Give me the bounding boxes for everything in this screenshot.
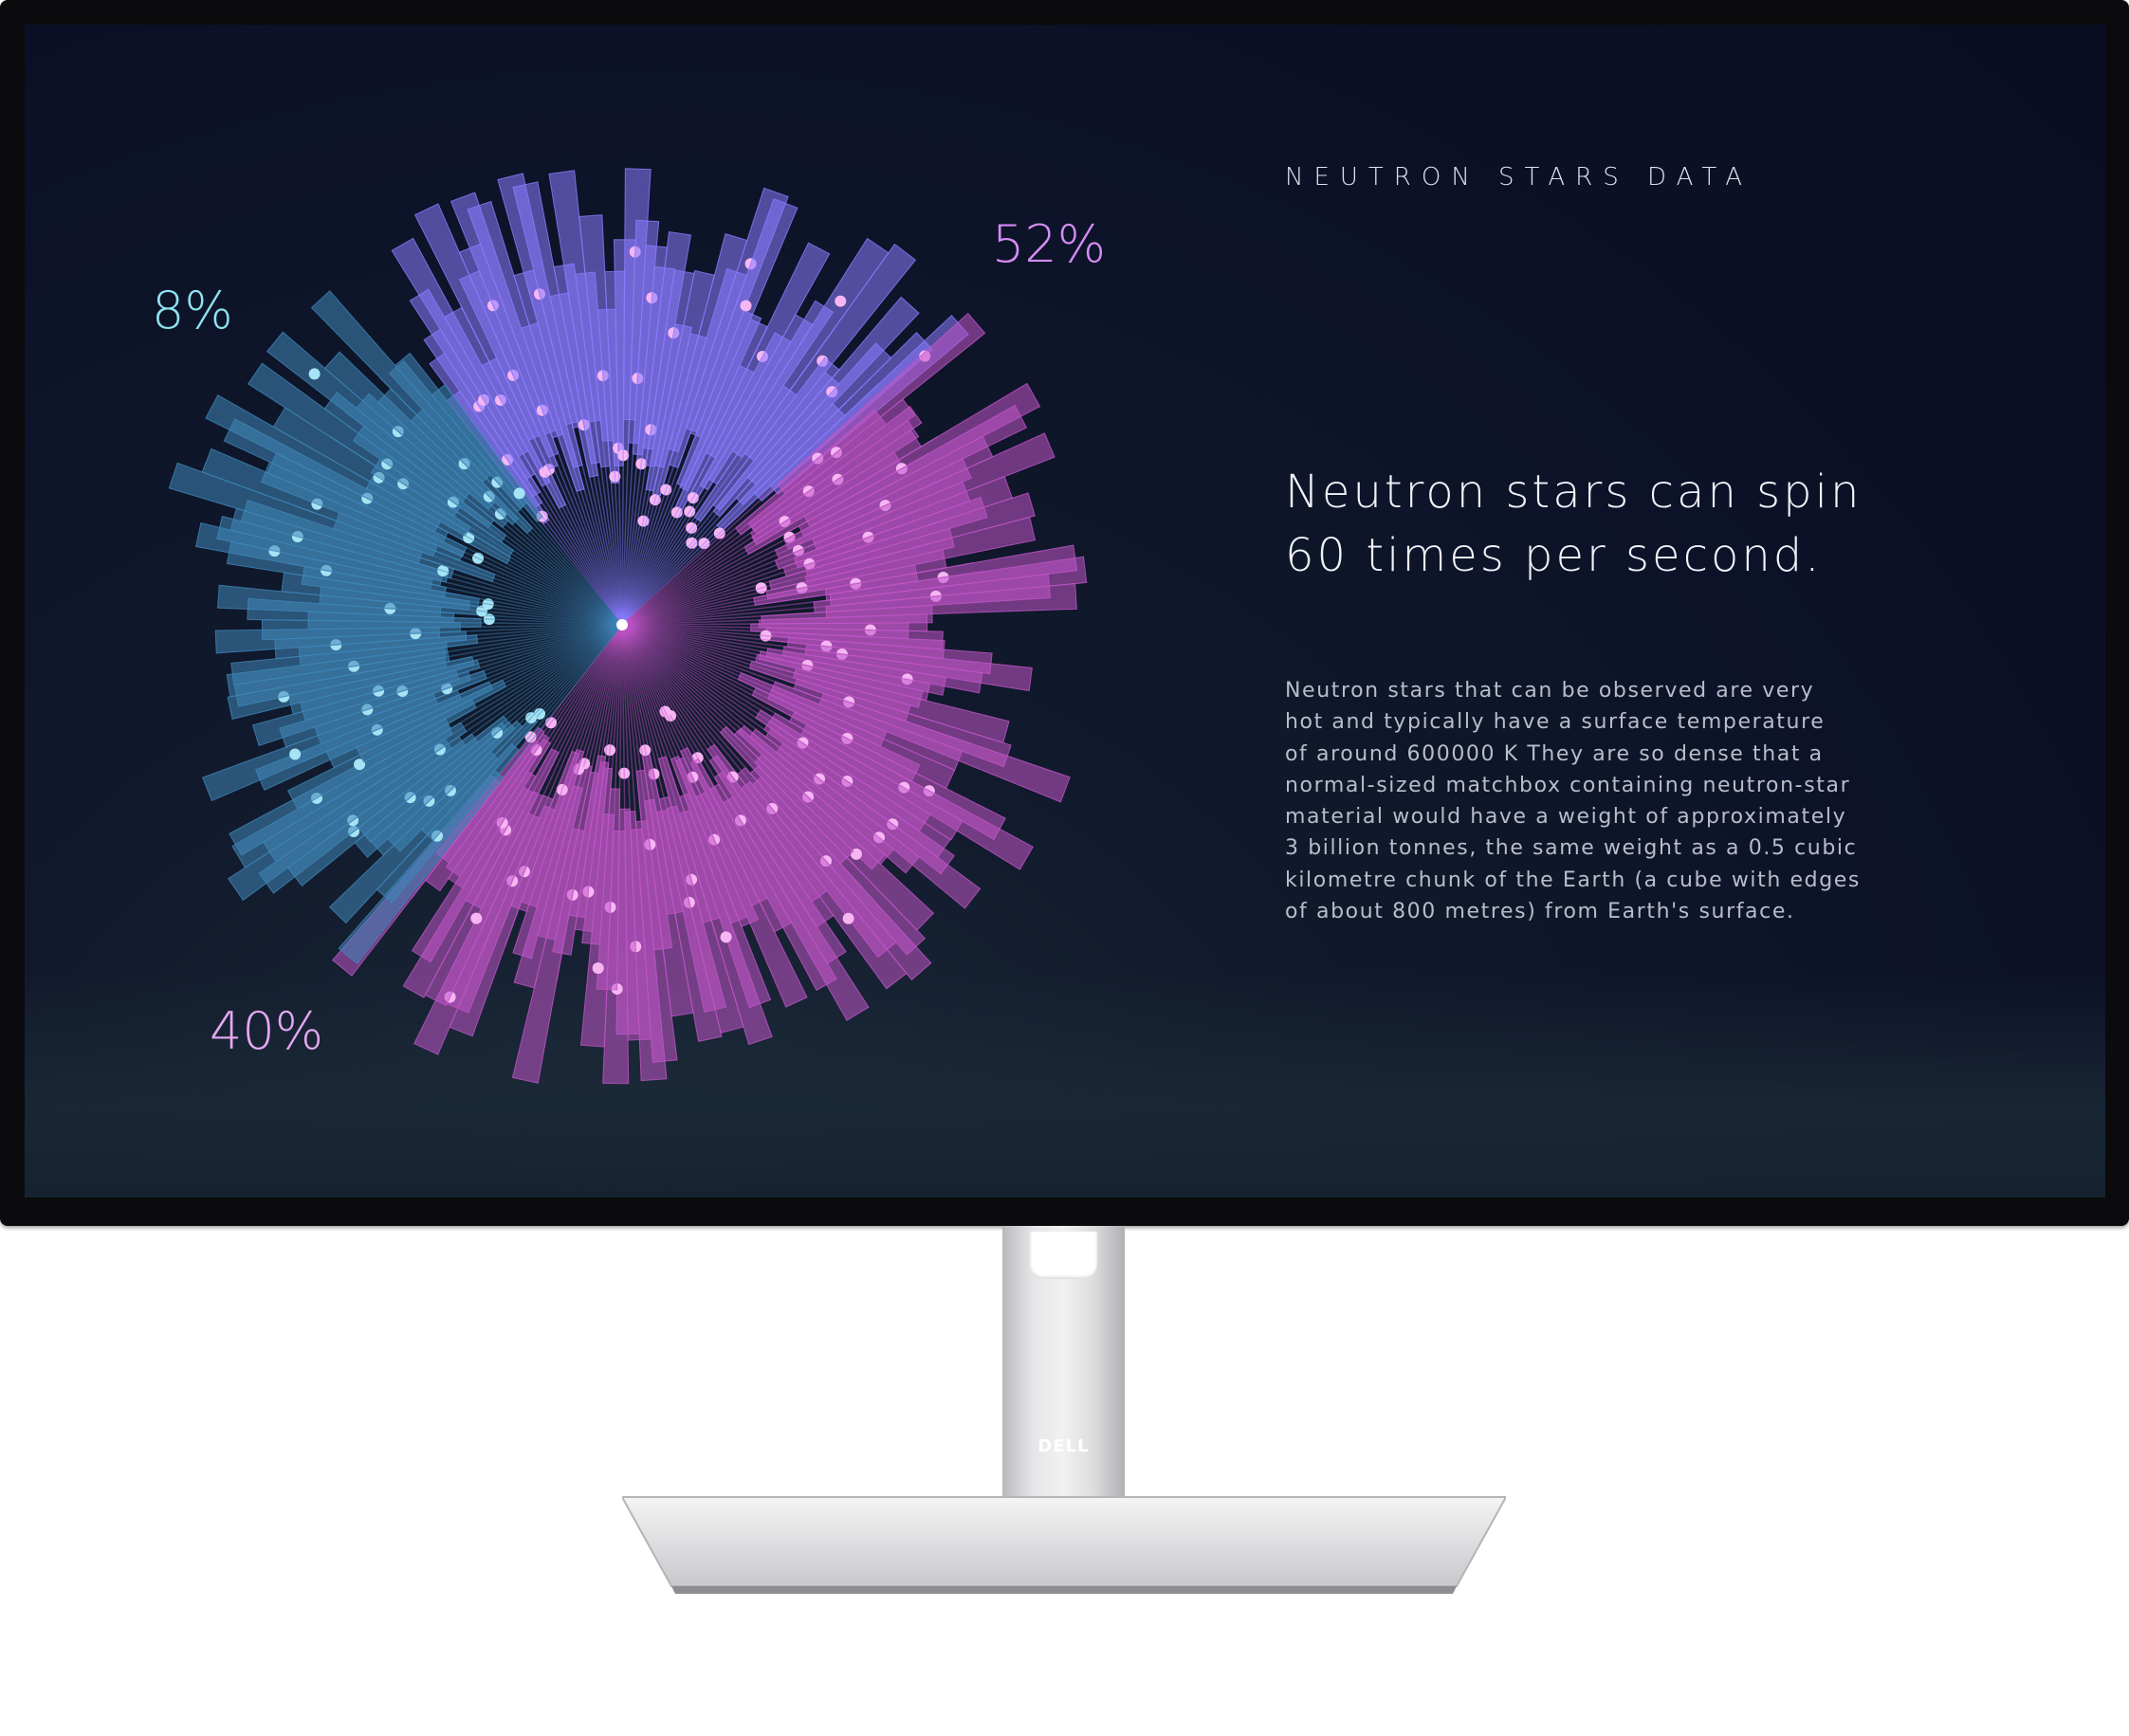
horizon-backdrop bbox=[25, 970, 2105, 1197]
chart-dot bbox=[604, 744, 616, 757]
chart-dot bbox=[617, 449, 630, 462]
chart-center bbox=[616, 619, 628, 630]
monitor-bezel: 8% 52% 40% NEUTRON STARS DATA Neutron st… bbox=[0, 0, 2129, 1226]
chart-dot bbox=[686, 521, 698, 534]
segment-52% bbox=[391, 168, 969, 626]
chart-dot bbox=[649, 494, 661, 506]
chart-dot bbox=[483, 613, 495, 626]
dell-logo: DELL bbox=[1037, 1436, 1090, 1456]
chart-dot bbox=[470, 912, 483, 924]
chart-dot bbox=[713, 527, 725, 539]
chart-dot bbox=[472, 552, 485, 564]
paragraph-line: hot and typically have a surface tempera… bbox=[1285, 710, 1826, 735]
radial-chart bbox=[168, 168, 1088, 1085]
paragraph-line: kilometre chunk of the Earth (a cube wit… bbox=[1285, 868, 1861, 892]
chart-dot bbox=[687, 492, 699, 504]
chart-bar bbox=[431, 384, 543, 522]
chart-dot bbox=[482, 598, 494, 611]
chart-dot bbox=[637, 515, 650, 527]
chart-dot bbox=[698, 538, 710, 550]
label-8-percent: 8% bbox=[152, 281, 233, 340]
chart-dot bbox=[686, 537, 698, 549]
section-kicker: NEUTRON STARS DATA bbox=[1285, 163, 1753, 192]
chart-dot bbox=[513, 487, 525, 500]
headline: Neutron stars can spin 60 times per seco… bbox=[1285, 461, 1862, 588]
paragraph-line: 3 billion tonnes, the same weight as a 0… bbox=[1285, 836, 1858, 861]
body-paragraph: Neutron stars that can be observed are v… bbox=[1285, 675, 1861, 927]
stand-base bbox=[622, 1496, 1506, 1594]
chart-dot bbox=[659, 705, 671, 718]
segment-40% bbox=[332, 312, 1088, 1085]
cable-management-hole bbox=[1030, 1232, 1097, 1279]
chart-dot bbox=[289, 748, 302, 760]
chart-dot bbox=[755, 582, 767, 594]
stand-neck: DELL bbox=[1002, 1226, 1125, 1510]
headline-line: Neutron stars can spin bbox=[1285, 466, 1863, 519]
chart-dot bbox=[609, 470, 621, 483]
paragraph-line: material would have a weight of approxim… bbox=[1285, 805, 1847, 830]
chart-dot bbox=[842, 912, 854, 924]
chart-dot bbox=[525, 711, 538, 723]
chart-dot bbox=[308, 368, 321, 380]
paragraph-line: of about 800 metres) from Earth's surfac… bbox=[1285, 900, 1795, 924]
chart-dot bbox=[592, 962, 604, 975]
chart-dot bbox=[545, 717, 558, 729]
chart-dot bbox=[437, 564, 450, 576]
segment-8% bbox=[168, 290, 623, 965]
monitor-screen: 8% 52% 40% NEUTRON STARS DATA Neutron st… bbox=[25, 25, 2105, 1197]
chart-dot bbox=[354, 758, 366, 771]
chart-dot bbox=[635, 458, 648, 470]
label-52-percent: 52% bbox=[992, 214, 1107, 274]
chart-dot bbox=[740, 300, 752, 312]
headline-line: 60 times per second. bbox=[1285, 529, 1823, 582]
paragraph-line: Neutron stars that can be observed are v… bbox=[1285, 679, 1815, 703]
chart-dot bbox=[684, 505, 696, 518]
chart-dot bbox=[660, 484, 672, 496]
label-40-percent: 40% bbox=[210, 1001, 324, 1061]
chart-dot bbox=[556, 783, 568, 795]
chart-dot bbox=[524, 731, 537, 743]
chart-dot bbox=[835, 295, 847, 307]
chart-dot bbox=[618, 767, 631, 779]
paragraph-line: normal-sized matchbox containing neutron… bbox=[1285, 773, 1851, 797]
chart-dot bbox=[534, 707, 546, 720]
chart-dot bbox=[670, 506, 683, 519]
chart-dot bbox=[639, 744, 652, 757]
chart-dot bbox=[720, 931, 732, 943]
chart-dot bbox=[760, 630, 772, 642]
paragraph-line: of around 600000 K They are so dense tha… bbox=[1285, 741, 1824, 766]
